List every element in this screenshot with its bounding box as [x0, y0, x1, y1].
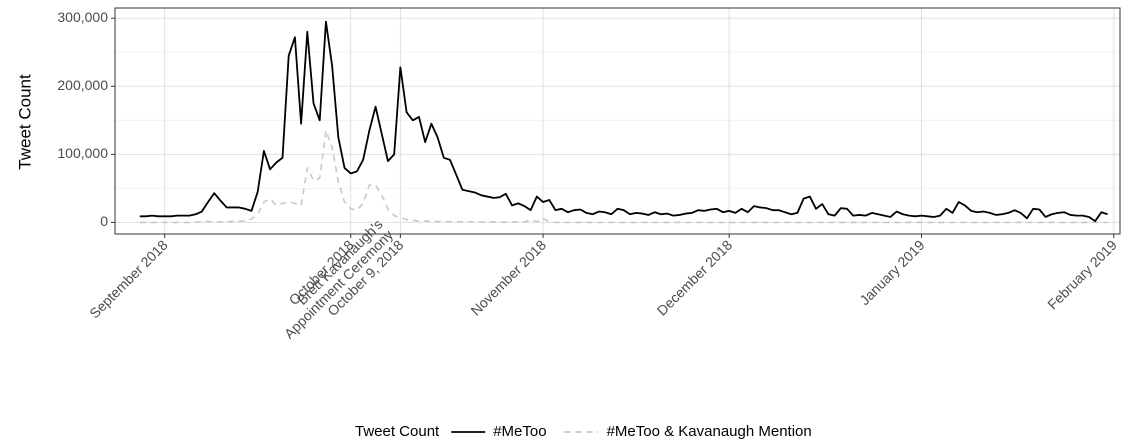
x-tick-label: November 2018 [467, 237, 549, 319]
legend-title: Tweet Count [355, 423, 440, 440]
x-tick-label: January 2019 [856, 237, 927, 308]
panel [115, 8, 1120, 234]
y-tick-label: 100,000 [57, 145, 108, 161]
series-line [139, 20, 1108, 222]
panel-border [114, 7, 1121, 235]
series-line [139, 129, 1108, 224]
y-tick-label: 0 [100, 213, 108, 229]
x-tick-label: Brett Kavanaugh'sAppointment CeremonyOct… [270, 216, 406, 352]
x-tick-label: December 2018 [654, 237, 736, 319]
x-tick-label: February 2019 [1044, 237, 1120, 313]
y-tick-label: 300,000 [57, 9, 108, 25]
legend-label: #MeToo & Kavanaugh Mention [607, 423, 812, 440]
legend-label: #MeToo [493, 423, 546, 440]
x-tick-label: September 2018 [86, 237, 171, 322]
y-axis-label: Tweet Count [15, 74, 34, 170]
y-tick-label: 200,000 [57, 77, 108, 93]
